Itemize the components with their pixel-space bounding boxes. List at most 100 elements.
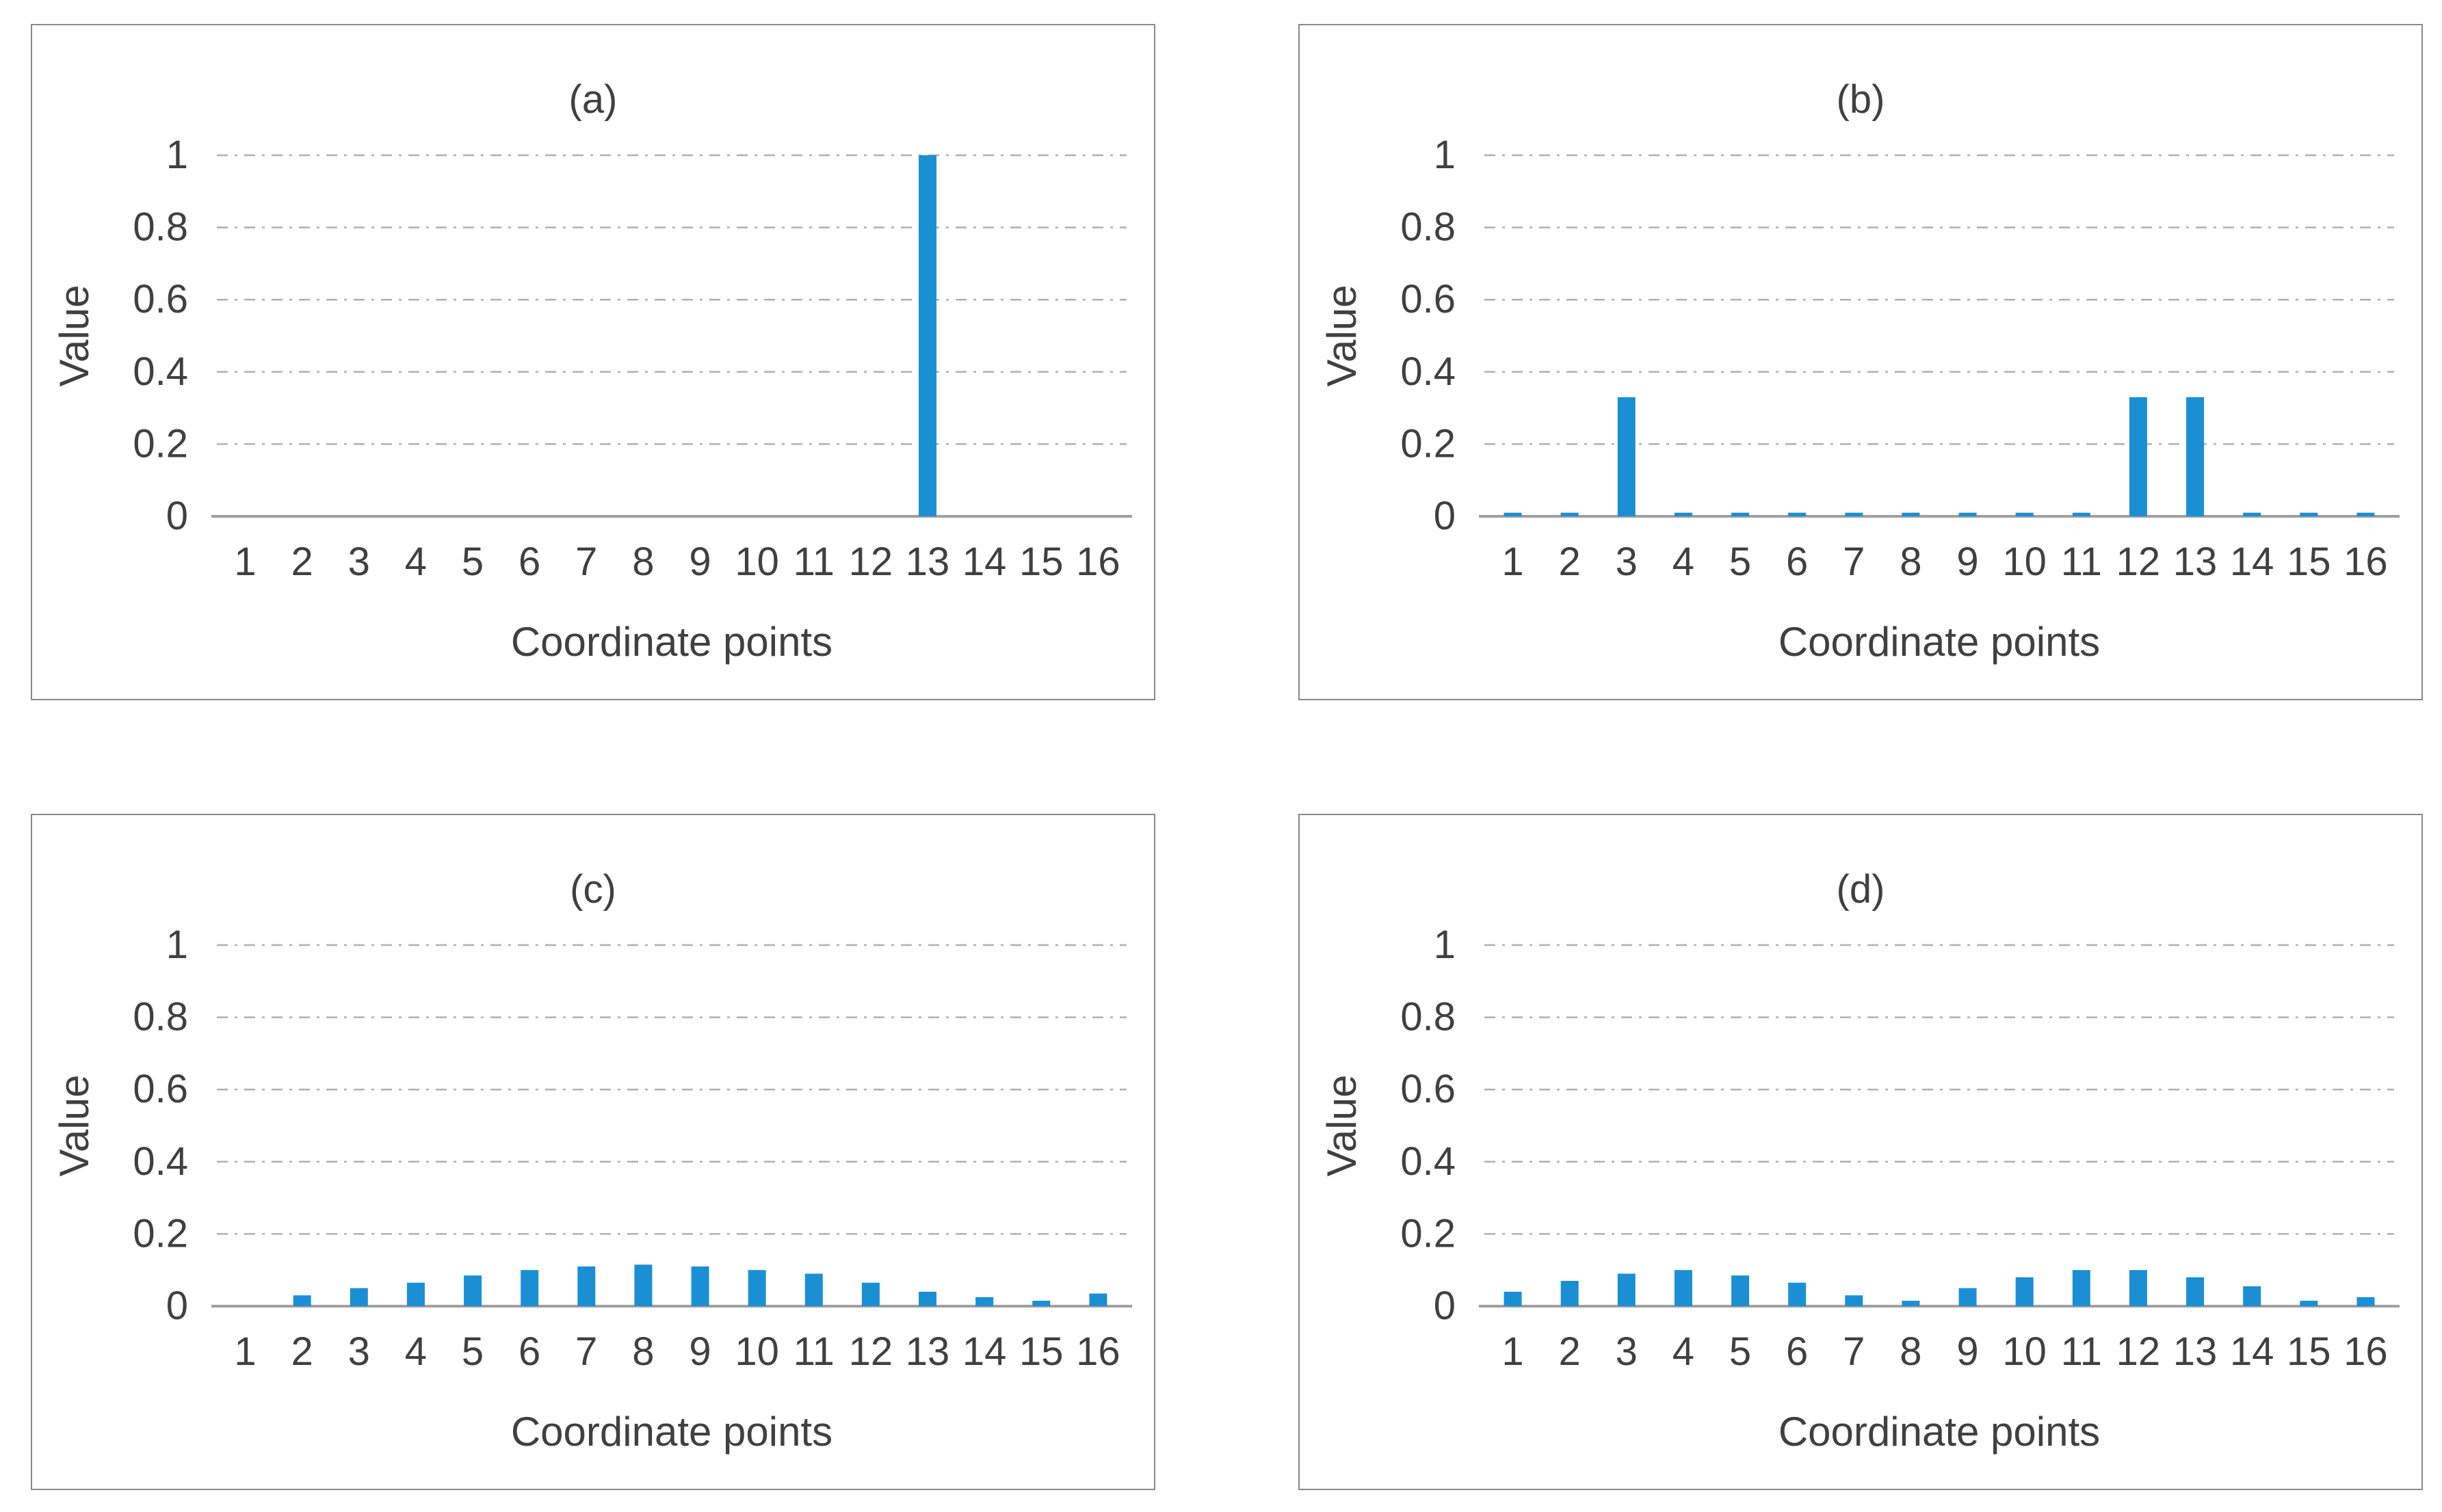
x-axis-tick-label: 14 (962, 540, 1007, 584)
y-axis-label: Value (1319, 1074, 1365, 1176)
bar (2072, 1270, 2090, 1306)
x-axis-tick-label: 16 (2343, 540, 2388, 584)
x-axis-tick-label: 3 (1616, 540, 1638, 584)
bar (1902, 512, 1920, 516)
bar (2129, 1270, 2147, 1306)
bar (1617, 397, 1636, 516)
x-axis-tick-label: 14 (2230, 540, 2274, 584)
x-axis-tick-label: 2 (1559, 1329, 1581, 1374)
bar (748, 1270, 766, 1306)
x-axis-tick-label: 4 (1672, 1329, 1694, 1374)
bar (1958, 512, 1977, 516)
bar (350, 1288, 368, 1306)
bar (861, 1282, 880, 1306)
x-axis-tick-label: 6 (1786, 1329, 1808, 1374)
y-axis-tick-label: 1 (1434, 133, 1456, 177)
bar (1902, 1301, 1920, 1306)
x-axis-tick-label: 3 (1616, 1329, 1638, 1374)
bar (2243, 512, 2261, 516)
x-axis-tick-label: 9 (1956, 1329, 1978, 1374)
y-axis-tick-label: 0.6 (1400, 1067, 1456, 1111)
y-axis-tick-label: 1 (166, 923, 188, 967)
bar (1674, 512, 1692, 516)
y-axis-tick-label: 0 (166, 494, 188, 538)
y-axis-tick-label: 0.4 (133, 349, 188, 394)
x-axis-tick-label: 8 (632, 540, 654, 584)
x-axis-tick-label: 9 (689, 540, 711, 584)
x-axis-tick-label: 7 (1843, 1329, 1865, 1374)
y-axis-tick-label: 0 (1434, 1284, 1456, 1328)
x-axis-tick-label: 8 (632, 1329, 654, 1374)
y-axis-tick-label: 0.6 (1400, 277, 1456, 321)
bar (1731, 1275, 1750, 1306)
y-axis-tick-label: 0.8 (133, 995, 188, 1039)
x-axis-tick-label: 6 (518, 540, 540, 584)
bar (1032, 1301, 1051, 1306)
x-axis-tick-label: 15 (2287, 1329, 2331, 1374)
bar (2015, 512, 2034, 516)
bar (1560, 1281, 1579, 1306)
y-axis-tick-label: 0.2 (1400, 421, 1456, 466)
y-axis-label: Value (51, 1074, 97, 1176)
x-axis-tick-label: 10 (2002, 540, 2047, 584)
x-axis-tick-label: 1 (234, 540, 256, 584)
bar (2186, 1277, 2205, 1306)
bar (2186, 397, 2205, 516)
y-axis-tick-label: 0.4 (133, 1139, 188, 1184)
y-axis-tick-label: 0.2 (133, 1211, 188, 1256)
bar (975, 1297, 994, 1306)
x-axis-tick-label: 7 (575, 1329, 597, 1374)
x-axis-tick-label: 9 (689, 1329, 711, 1374)
chart-panel-c: (c) 1 0.8 0.6 0.4 0.2 0 1 2 3 4 5 6 7 8 9 10 11 12 13 14 15 16… (31, 814, 1155, 1490)
bar (464, 1275, 482, 1306)
x-axis-tick-label: 5 (1729, 1329, 1751, 1374)
bar-chart-c: (c)10.80.60.40.201 2 3 4 5 6 7 8 9 10 11 12 13 14 15 16… (51, 867, 1132, 1455)
x-axis-tick-label: 4 (405, 540, 427, 584)
bar (1504, 1291, 1522, 1306)
bar (406, 1282, 425, 1306)
y-axis-tick-label: 0.8 (1400, 995, 1456, 1039)
x-axis-tick-label: 2 (1559, 540, 1581, 584)
x-axis-tick-label: 2 (291, 540, 313, 584)
bar (1788, 1282, 1807, 1306)
y-axis-tick-label: 0.6 (133, 277, 188, 321)
chart-title: (d) (1837, 867, 1885, 912)
x-axis-tick-label: 7 (575, 540, 597, 584)
bar (919, 155, 937, 516)
bar (1617, 1273, 1636, 1306)
x-axis-tick-label: 11 (793, 540, 835, 584)
y-axis-tick-label: 0.2 (1400, 1211, 1456, 1256)
bar-chart-b: (b)10.80.60.40.201 2 3 4 5 6 7 8 9 10 11 12 13 14 15 16… (1319, 77, 2400, 665)
bar (2015, 1277, 2034, 1306)
x-axis-tick-label: 13 (2173, 540, 2218, 584)
bar (691, 1266, 709, 1306)
x-axis-tick-label: 12 (849, 1329, 893, 1374)
x-axis-tick-label: 14 (2230, 1329, 2274, 1374)
x-axis-tick-label: 16 (1076, 1329, 1120, 1374)
y-axis-tick-label: 0.8 (133, 205, 188, 250)
bar (1674, 1270, 1692, 1306)
bar (804, 1273, 823, 1306)
x-axis-tick-label: 15 (1019, 1329, 1064, 1374)
bar (1958, 1288, 1977, 1306)
x-axis-tick-label: 11 (2061, 540, 2102, 584)
x-axis-tick-label: 13 (906, 1329, 950, 1374)
bar (1560, 512, 1579, 516)
bar (293, 1295, 311, 1306)
x-axis-tick-label: 11 (793, 1329, 835, 1374)
x-axis-tick-label: 6 (1786, 540, 1808, 584)
chart-panel-d: (d) 1 0.8 0.6 0.4 0.2 0 1 2 3 4 5 6 7 8 9 10 11 12 13 14 15 16… (1298, 814, 2423, 1490)
x-axis-tick-label: 12 (849, 540, 893, 584)
bar (1788, 512, 1807, 516)
y-axis-tick-label: 0 (1434, 494, 1456, 538)
x-axis-label: Coordinate points (511, 619, 832, 665)
y-axis-label: Value (51, 284, 97, 386)
x-axis-tick-label: 4 (1672, 540, 1694, 584)
x-axis-tick-label: 13 (2173, 1329, 2218, 1374)
bar (577, 1266, 596, 1306)
y-axis-tick-label: 0 (166, 1284, 188, 1328)
x-axis-tick-label: 5 (462, 540, 484, 584)
x-axis-tick-label: 10 (735, 540, 779, 584)
x-axis-tick-label: 1 (234, 1329, 256, 1374)
